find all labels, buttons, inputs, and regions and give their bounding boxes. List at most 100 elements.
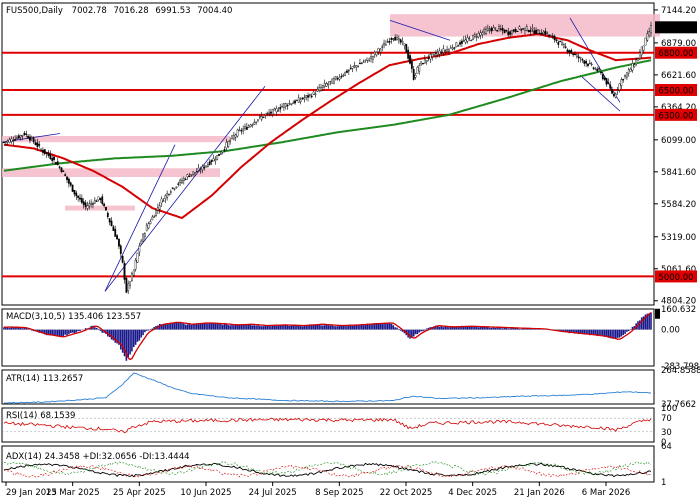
candle-body	[171, 187, 174, 189]
candle-body	[142, 233, 144, 242]
candle-body	[147, 223, 150, 229]
price-tick-label: 7144.20	[661, 6, 696, 16]
candle-body	[71, 184, 74, 192]
adx-tick-label: 1	[661, 478, 666, 488]
candle-body	[110, 220, 113, 227]
candle-body	[401, 41, 404, 43]
candle-body	[323, 82, 326, 87]
candle-body	[559, 40, 562, 43]
candle-body	[540, 32, 543, 35]
candle-body	[459, 42, 461, 45]
candle-body	[79, 197, 81, 200]
candle-body	[388, 41, 391, 43]
candle-body	[155, 210, 157, 216]
ma-slow-line	[3, 59, 652, 172]
candle-body	[357, 65, 359, 68]
candle-body	[186, 174, 189, 177]
candle-body	[101, 196, 104, 204]
candle-body	[477, 33, 480, 38]
candle-body	[403, 43, 406, 46]
candle-body	[359, 62, 361, 65]
candle-body	[129, 281, 131, 286]
date-tick-label: 6 Mar 2026	[582, 488, 630, 498]
level-tag-6800.00	[655, 46, 697, 59]
candle-body	[614, 93, 617, 98]
candles	[3, 21, 652, 294]
candle-body	[231, 135, 233, 139]
candle-body	[366, 57, 369, 61]
atr-pane-frame	[1, 369, 655, 405]
candle-body	[627, 69, 630, 74]
candle-body	[464, 39, 467, 43]
candle-body	[221, 150, 224, 153]
candle-body	[531, 27, 534, 30]
candle-body	[275, 108, 278, 113]
candle-body	[333, 78, 335, 84]
atr-line	[4, 372, 651, 404]
candle-body	[360, 62, 363, 65]
candle-body	[40, 149, 42, 151]
price-tick-label: 6879.00	[661, 39, 696, 49]
candle-body	[216, 155, 219, 160]
candle-body	[499, 28, 502, 30]
candle-body	[140, 240, 143, 245]
candle-body	[475, 36, 478, 38]
candle-body	[136, 252, 139, 263]
candle-body	[158, 205, 161, 210]
rsi-line	[2, 417, 654, 434]
date-tick-label: 10 Jun 2025	[180, 488, 231, 498]
candle-body	[390, 37, 393, 40]
candle-body	[43, 149, 46, 154]
candle-body	[514, 29, 517, 32]
candle-body	[377, 48, 380, 52]
candle-body	[405, 44, 408, 53]
chart-title: FUS500,Daily 7002.78 7016.28 6991.53 700…	[6, 6, 232, 16]
candle-body	[548, 34, 550, 36]
trendline-3	[389, 20, 451, 41]
candle-body	[433, 52, 435, 55]
candle-body	[370, 56, 372, 59]
level-tag-text-6500.00: 6500.00	[658, 86, 693, 96]
candle-body	[188, 175, 191, 178]
candle-body	[190, 173, 193, 176]
candle-body	[310, 95, 313, 98]
candle-body	[603, 77, 606, 80]
candle-body	[468, 37, 471, 40]
price-tick-label: 5061.60	[661, 265, 696, 275]
candle-body	[249, 124, 252, 127]
candle-body	[583, 60, 586, 64]
candle-body	[579, 57, 582, 59]
candle-body	[412, 69, 415, 80]
candle-body	[524, 27, 526, 31]
candle-body	[294, 100, 296, 104]
candle-body	[82, 201, 85, 205]
candle-body	[123, 262, 126, 280]
price-tick-label: 6621.60	[661, 71, 696, 81]
candle-body	[286, 104, 289, 107]
price-tick-label: 6099.00	[661, 136, 696, 146]
candle-body	[646, 33, 649, 41]
macd-tick-label: -283.798	[661, 362, 699, 372]
candle-body	[181, 180, 183, 184]
candle-body	[103, 203, 106, 206]
candle-body	[99, 198, 102, 200]
atr-line-path	[4, 372, 651, 404]
candle-body	[372, 55, 374, 60]
candle-body	[207, 163, 209, 167]
candle-body	[590, 63, 593, 66]
candle-body	[527, 30, 530, 32]
candle-body	[555, 39, 558, 42]
candle-body	[488, 29, 491, 31]
candle-body	[281, 106, 283, 108]
candle-body	[470, 39, 473, 42]
trendline-0	[104, 86, 266, 292]
candle-body	[92, 203, 94, 205]
candle-body	[75, 192, 78, 197]
candle-body	[55, 162, 57, 165]
candle-body	[438, 50, 441, 55]
candle-body	[409, 55, 411, 64]
candle-body	[574, 53, 576, 55]
candle-body	[446, 49, 448, 52]
candle-body	[394, 36, 397, 41]
